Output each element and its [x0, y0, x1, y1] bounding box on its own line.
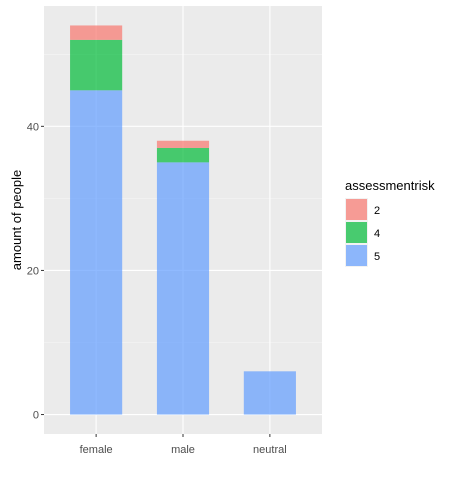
bar-segment-female-4	[70, 39, 123, 91]
legend-key-5	[346, 245, 367, 266]
legend-label-4: 4	[374, 228, 380, 240]
y-axis: 0 20 40	[27, 121, 44, 422]
bar-segment-male-2	[156, 140, 210, 148]
legend-title: assessmentrisk	[345, 178, 435, 193]
y-tick-label: 40	[27, 121, 39, 133]
x-axis: female male neutral	[80, 434, 287, 456]
legend-key-4	[346, 222, 367, 243]
x-tick-label-male: male	[171, 444, 195, 456]
bars	[70, 25, 296, 415]
bar-segment-male-4	[156, 147, 210, 163]
bar-segment-neutral-5	[243, 371, 296, 415]
legend-key-2	[346, 199, 367, 220]
y-tick-label: 20	[27, 265, 39, 277]
legend-label-5: 5	[374, 251, 380, 263]
bar-segment-female-5	[70, 90, 123, 415]
legend: assessmentrisk 2 4 5	[345, 178, 435, 267]
legend-label-2: 2	[374, 205, 380, 217]
x-tick-label-neutral: neutral	[253, 444, 287, 456]
y-tick-label: 0	[33, 410, 39, 422]
x-tick-label-female: female	[80, 444, 113, 456]
bar-segment-female-2	[70, 25, 123, 40]
y-axis-title: amount of people	[9, 170, 24, 270]
bar-segment-male-5	[156, 162, 210, 415]
